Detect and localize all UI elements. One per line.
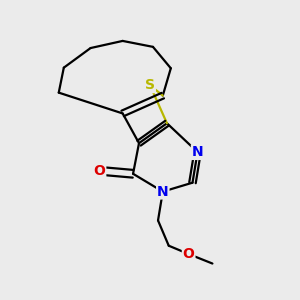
Text: S: S bbox=[145, 78, 155, 92]
Text: N: N bbox=[192, 145, 203, 159]
Text: N: N bbox=[157, 184, 169, 199]
Text: O: O bbox=[94, 164, 105, 178]
Text: O: O bbox=[183, 247, 195, 261]
